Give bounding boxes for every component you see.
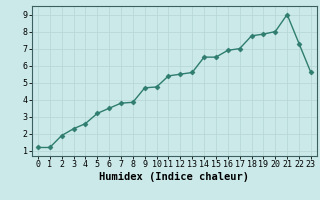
X-axis label: Humidex (Indice chaleur): Humidex (Indice chaleur) <box>100 172 249 182</box>
